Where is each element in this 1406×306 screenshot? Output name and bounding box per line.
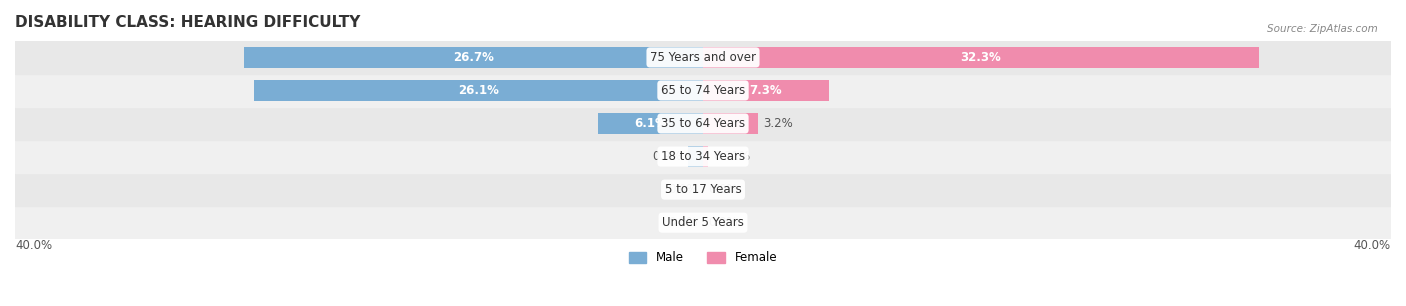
Text: 40.0%: 40.0% <box>15 239 52 252</box>
Bar <box>15 107 1391 140</box>
Text: 65 to 74 Years: 65 to 74 Years <box>661 84 745 97</box>
Bar <box>15 74 1391 107</box>
Legend: Male, Female: Male, Female <box>624 247 782 269</box>
Bar <box>15 206 1391 239</box>
Text: 5 to 17 Years: 5 to 17 Years <box>665 183 741 196</box>
Text: 0.0%: 0.0% <box>668 216 697 229</box>
Text: 26.1%: 26.1% <box>458 84 499 97</box>
Text: 40.0%: 40.0% <box>1354 239 1391 252</box>
Bar <box>703 47 1258 68</box>
Text: 0.0%: 0.0% <box>709 183 738 196</box>
Bar <box>15 41 1391 74</box>
Text: 0.0%: 0.0% <box>668 183 697 196</box>
Text: 3.2%: 3.2% <box>763 117 793 130</box>
Text: Source: ZipAtlas.com: Source: ZipAtlas.com <box>1267 24 1378 35</box>
Text: 18 to 34 Years: 18 to 34 Years <box>661 150 745 163</box>
Text: 0.9%: 0.9% <box>652 150 682 163</box>
Bar <box>688 146 703 167</box>
Text: 32.3%: 32.3% <box>960 51 1001 64</box>
Bar <box>598 113 703 134</box>
Bar <box>15 140 1391 173</box>
Text: DISABILITY CLASS: HEARING DIFFICULTY: DISABILITY CLASS: HEARING DIFFICULTY <box>15 15 360 30</box>
Bar <box>254 80 703 101</box>
Text: 35 to 64 Years: 35 to 64 Years <box>661 117 745 130</box>
Text: 75 Years and over: 75 Years and over <box>650 51 756 64</box>
Bar <box>703 113 758 134</box>
Text: 0.0%: 0.0% <box>709 216 738 229</box>
Bar <box>15 173 1391 206</box>
Text: 6.1%: 6.1% <box>634 117 666 130</box>
Text: 26.7%: 26.7% <box>453 51 494 64</box>
Text: Under 5 Years: Under 5 Years <box>662 216 744 229</box>
Text: 0.31%: 0.31% <box>713 150 751 163</box>
Bar <box>703 146 709 167</box>
Bar <box>243 47 703 68</box>
Text: 7.3%: 7.3% <box>749 84 782 97</box>
Bar <box>703 80 828 101</box>
